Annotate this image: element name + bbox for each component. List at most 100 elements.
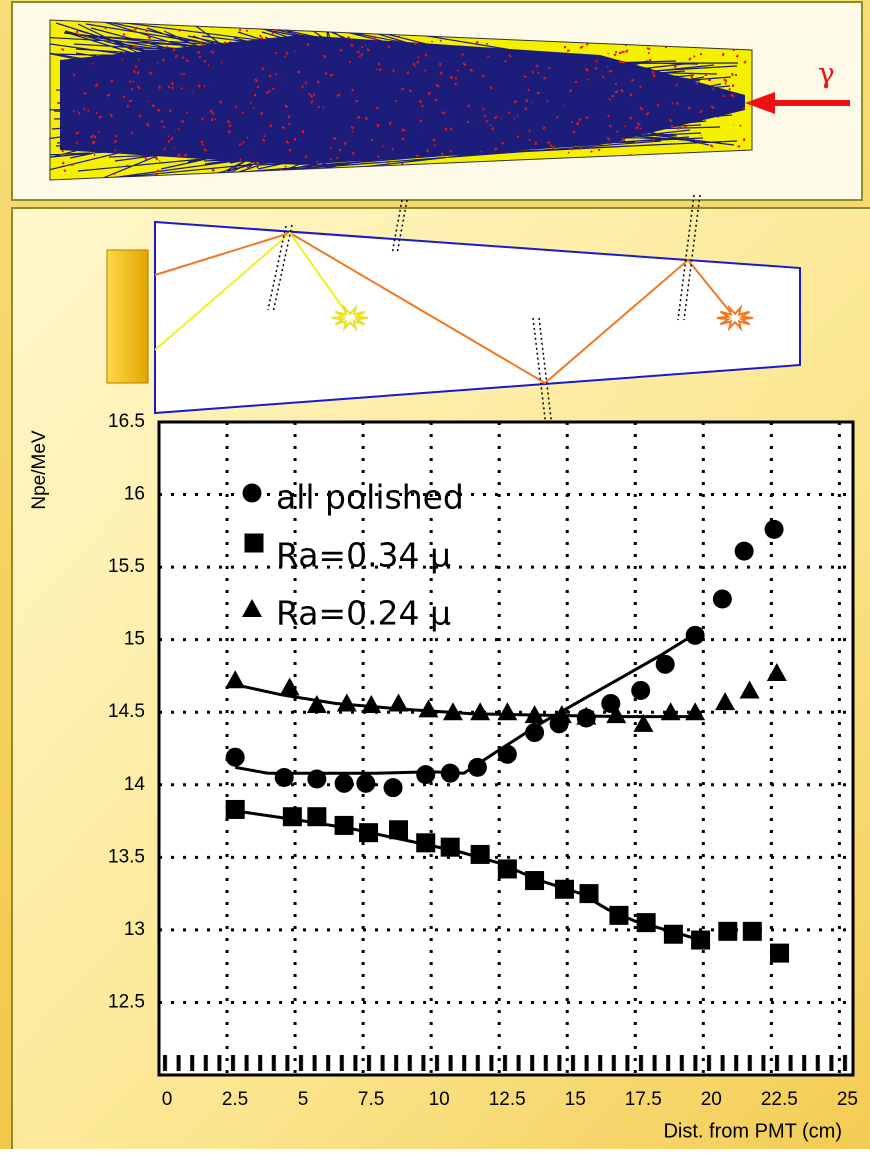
marker	[525, 723, 545, 743]
y-tick-label: 13	[124, 919, 145, 940]
marker	[576, 706, 597, 725]
marker	[525, 871, 545, 891]
marker	[742, 921, 762, 941]
legend-marker	[244, 533, 264, 553]
y-tick-label: 16	[124, 484, 145, 505]
marker	[691, 930, 711, 950]
y-tick-label: 14	[124, 774, 146, 795]
marker	[633, 713, 654, 732]
burst	[331, 304, 369, 332]
marker	[334, 815, 354, 835]
x-tick-label: 20	[701, 1089, 722, 1110]
ray-yellow	[154, 231, 351, 351]
marker	[655, 654, 675, 674]
marker	[497, 744, 517, 764]
marker	[306, 694, 327, 713]
legend-label: all polished	[276, 478, 464, 517]
x-axis-title: Dist. from PMT (cm)	[663, 1120, 842, 1142]
marker	[307, 769, 327, 789]
marker	[685, 702, 706, 721]
marker	[609, 905, 629, 925]
marker	[225, 799, 245, 819]
legend-marker	[242, 599, 262, 617]
marker	[770, 943, 790, 963]
x-tick-label: 22.5	[761, 1089, 798, 1110]
marker	[579, 884, 599, 904]
marker	[282, 807, 302, 827]
marker	[383, 778, 403, 798]
marker	[551, 705, 572, 724]
marker	[470, 844, 490, 864]
normals	[267, 194, 701, 461]
marker	[497, 859, 517, 879]
pmt	[106, 249, 149, 384]
marker	[497, 702, 518, 721]
y-tick-label: 15	[124, 629, 145, 650]
y-tick-label: 15.5	[108, 556, 145, 577]
marker	[712, 589, 732, 609]
marker	[416, 833, 436, 853]
marker	[388, 820, 408, 840]
x-tick-label: 0	[162, 1089, 173, 1110]
y-tick-label: 12.5	[108, 991, 145, 1012]
x-tick-label: 17.5	[625, 1089, 662, 1110]
simulation-tracks	[50, 20, 747, 180]
x-tick-label: 12.5	[489, 1089, 526, 1110]
marker	[361, 694, 382, 713]
marker	[764, 519, 784, 539]
legend-label: Ra=0.34 μ	[276, 536, 451, 575]
marker	[359, 823, 379, 843]
marker	[416, 765, 436, 785]
marker	[606, 705, 627, 724]
legend-label: Ra=0.24 μ	[276, 594, 451, 633]
legend-marker	[242, 483, 262, 503]
marker	[631, 680, 651, 700]
x-tick-label: 5	[298, 1089, 309, 1110]
marker	[524, 705, 545, 724]
tracks	[50, 20, 739, 180]
marker	[336, 693, 357, 712]
marker	[279, 677, 300, 696]
x-tick-label: 25	[837, 1089, 858, 1110]
marker	[766, 663, 787, 682]
marker	[660, 702, 681, 721]
gamma-arrow-head	[745, 92, 775, 114]
marker	[718, 921, 738, 941]
burst	[716, 304, 754, 332]
marker	[555, 879, 575, 899]
marker	[440, 763, 460, 783]
marker	[356, 773, 376, 793]
fit-line	[234, 683, 698, 719]
minor-ticks	[159, 1055, 853, 1071]
marker	[715, 692, 736, 711]
marker	[734, 541, 754, 561]
energy-deposits	[57, 23, 747, 177]
marker	[685, 625, 705, 645]
marker	[388, 693, 409, 712]
marker	[467, 757, 487, 777]
marker	[636, 913, 656, 933]
ray-orange	[154, 231, 736, 385]
marker	[663, 924, 683, 944]
marker	[274, 768, 294, 788]
y-tick-label: 14.5	[108, 701, 145, 722]
scintillation	[331, 304, 754, 332]
gamma-label: γ	[818, 57, 835, 90]
marker	[470, 702, 491, 721]
x-tick-label: 10	[429, 1089, 450, 1110]
x-tick-label: 7.5	[358, 1089, 384, 1110]
marker	[440, 837, 460, 857]
marker	[307, 807, 327, 827]
marker	[442, 702, 463, 721]
y-tick-label: 16.5	[108, 411, 145, 432]
x-tick-label: 15	[565, 1089, 586, 1110]
y-axis-title: Npe/MeV	[29, 430, 50, 510]
marker	[225, 747, 245, 767]
marker	[334, 773, 354, 793]
y-tick-label: 13.5	[108, 846, 145, 867]
plot-frame	[157, 420, 855, 1077]
marker	[739, 680, 760, 699]
marker	[225, 670, 246, 689]
